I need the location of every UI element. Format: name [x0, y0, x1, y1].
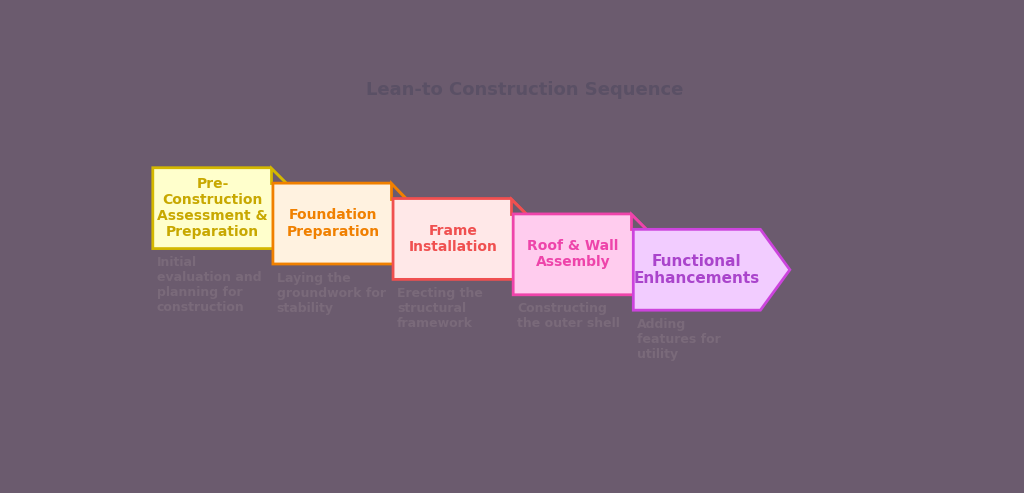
Polygon shape [513, 214, 646, 295]
Text: Pre-
Construction
Assessment &
Preparation: Pre- Construction Assessment & Preparati… [158, 177, 268, 240]
Polygon shape [511, 199, 526, 214]
Text: Initial
evaluation and
planning for
construction: Initial evaluation and planning for cons… [157, 256, 261, 314]
Text: Roof & Wall
Assembly: Roof & Wall Assembly [527, 239, 618, 270]
Polygon shape [631, 214, 646, 229]
Polygon shape [633, 229, 790, 310]
Polygon shape [391, 183, 407, 199]
Text: Adding
features for
utility: Adding features for utility [637, 318, 721, 361]
Text: Lean-to Construction Sequence: Lean-to Construction Sequence [367, 81, 683, 99]
Text: Frame
Installation: Frame Installation [409, 224, 498, 254]
Text: Erecting the
structural
framework: Erecting the structural framework [397, 287, 482, 330]
Text: Constructing
the outer shell: Constructing the outer shell [517, 303, 620, 330]
Text: Functional
Enhancements: Functional Enhancements [634, 253, 760, 286]
Polygon shape [273, 183, 407, 264]
Text: Foundation
Preparation: Foundation Preparation [287, 209, 380, 239]
Polygon shape [270, 168, 286, 183]
Polygon shape [153, 168, 286, 248]
Text: Laying the
groundwork for
stability: Laying the groundwork for stability [276, 272, 386, 315]
Polygon shape [393, 199, 526, 280]
